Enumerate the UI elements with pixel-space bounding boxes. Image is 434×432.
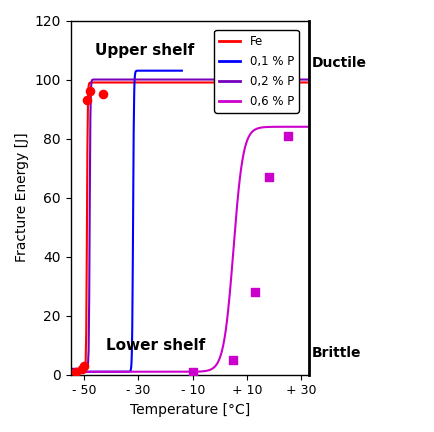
Y-axis label: Fracture Energy [J]: Fracture Energy [J] xyxy=(15,133,29,262)
Point xyxy=(72,368,79,375)
Point xyxy=(78,365,85,372)
Point xyxy=(86,88,93,95)
Point xyxy=(283,132,290,139)
Point xyxy=(189,368,196,375)
X-axis label: Temperature [°C]: Temperature [°C] xyxy=(130,403,250,417)
Point xyxy=(99,91,106,98)
Point xyxy=(83,97,90,104)
Point xyxy=(230,356,237,363)
Text: Lower shelf: Lower shelf xyxy=(106,338,205,353)
Text: Ductile: Ductile xyxy=(311,56,366,70)
Point xyxy=(251,289,258,295)
Point xyxy=(81,362,88,369)
Point xyxy=(265,174,272,181)
Text: Upper shelf: Upper shelf xyxy=(95,42,194,57)
Text: Brittle: Brittle xyxy=(311,346,361,360)
Legend: Fe, 0,1 % P, 0,2 % P, 0,6 % P: Fe, 0,1 % P, 0,2 % P, 0,6 % P xyxy=(214,30,298,113)
